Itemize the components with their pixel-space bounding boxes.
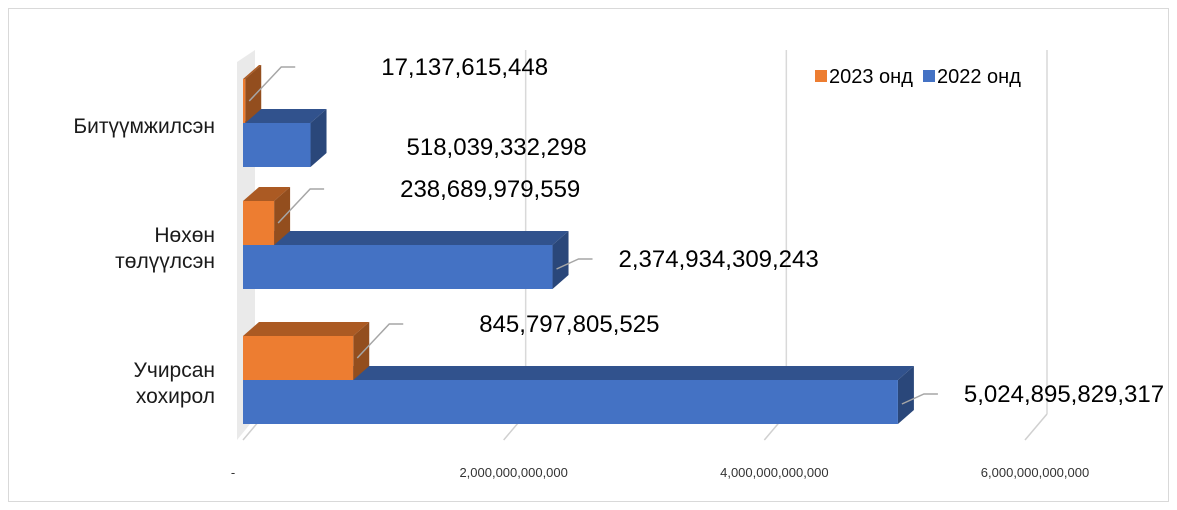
- bar-2022-front: [243, 245, 553, 289]
- data-label-2023: 17,137,615,448: [381, 54, 548, 81]
- bar-2023-top: [243, 322, 370, 336]
- legend-label: 2023 онд: [829, 66, 913, 88]
- bar-2022-top: [243, 109, 327, 123]
- category-label: Учирсан: [134, 359, 215, 382]
- data-label-2023: 845,797,805,525: [479, 311, 659, 338]
- gridline-floor: [1024, 413, 1048, 441]
- data-label-2022: 518,039,332,298: [407, 134, 587, 161]
- bar-2023-side: [245, 65, 262, 123]
- category-label: төлүүлсэн: [115, 250, 215, 273]
- bar-2022-side: [897, 366, 914, 424]
- x-tick-label: 2,000,000,000,000: [459, 465, 567, 480]
- bar-2022-top: [243, 366, 914, 380]
- bar-2023-front: [243, 201, 275, 245]
- bar-2022-front: [243, 123, 311, 167]
- x-tick-label: 6,000,000,000,000: [981, 465, 1089, 480]
- category-label: Битүүмжилсэн: [73, 115, 215, 138]
- leader-line: [556, 258, 593, 270]
- x-tick-label: -: [231, 465, 235, 480]
- data-label-2022: 2,374,934,309,243: [619, 246, 819, 273]
- data-label-2022: 5,024,895,829,317: [964, 381, 1164, 408]
- bar-2023-top: [243, 65, 262, 79]
- bar-2022-side: [552, 231, 569, 289]
- legend: 2023 онд 2022 онд: [815, 66, 1021, 88]
- bar-2022: [243, 366, 914, 424]
- legend-swatch: [815, 70, 827, 82]
- category-label: хохирол: [136, 385, 215, 408]
- leader-line: [901, 393, 938, 405]
- bar-2023-side: [353, 322, 370, 380]
- legend-label: 2022 онд: [937, 66, 1021, 88]
- bar-2022-top: [243, 231, 569, 245]
- legend-swatch: [923, 70, 935, 82]
- bar-2022-side: [310, 109, 327, 167]
- bar-2023-front: [243, 336, 354, 380]
- x-tick-label: 4,000,000,000,000: [720, 465, 828, 480]
- bar-2023: [243, 65, 262, 123]
- leader-line: [248, 66, 296, 102]
- bar-2023-front: [243, 79, 246, 123]
- bar-2022: [243, 231, 569, 289]
- data-label-2023: 238,689,979,559: [400, 176, 580, 203]
- bar-2022-front: [243, 380, 898, 424]
- bar-2022: [243, 109, 327, 167]
- bar-2023: [243, 322, 370, 380]
- bar-2023: [243, 187, 291, 245]
- bar-2023-side: [274, 187, 291, 245]
- category-label: Нөхөн: [154, 224, 215, 247]
- leader-line: [356, 323, 404, 359]
- leader-line: [277, 188, 325, 224]
- bar-2023-top: [243, 187, 291, 201]
